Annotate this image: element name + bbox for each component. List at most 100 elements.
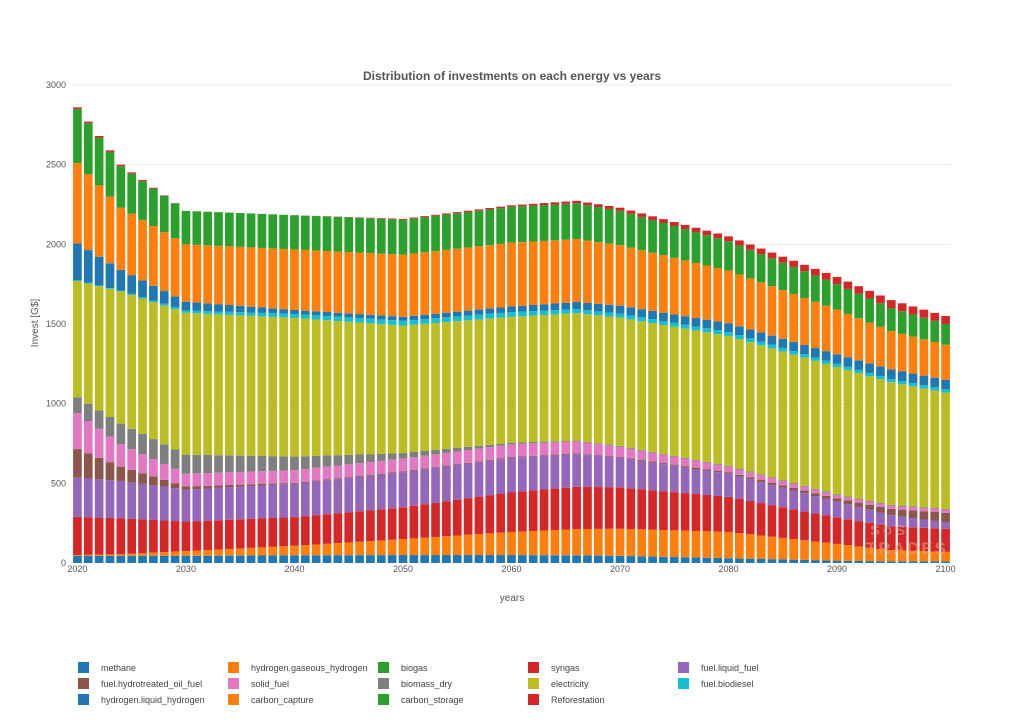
bar-segment-hydrogen-liquid-hydrogen-2086 (789, 341, 798, 352)
bar-segment-hydrogen-gaseous-hydrogen-2097 (908, 336, 918, 374)
bar-segment-hydrogen-gaseous-hydrogen-2058 (485, 245, 495, 309)
bar-segment-fuel-liquid-fuel-2043 (322, 480, 332, 515)
bar-segment-solid-fuel-2055 (452, 451, 462, 465)
legend-swatch (528, 662, 539, 673)
bar-segment-carbon-storage-2085 (778, 262, 788, 291)
bar-segment-methane-2048 (376, 555, 386, 563)
bar-segment-syngas-2049 (387, 508, 397, 540)
legend-item-fuel-hydrotreated-oil-fuel[interactable]: fuel.hydrotreated_oil_fuel (78, 678, 202, 689)
bar-segment-fuel-biodiesel-2079 (713, 330, 723, 335)
legend-label: hydrogen.gaseous_hydrogen (251, 662, 368, 673)
bar-segment-syngas-2080 (724, 496, 733, 532)
bar-segment-hydrogen-gaseous-hydrogen-2037 (257, 247, 267, 308)
bar-segment-hydrogen-gaseous-hydrogen-2027 (149, 226, 158, 286)
chart-title: Distribution of investments on each ener… (363, 69, 661, 83)
bar-segment-fuel-biodiesel-2037 (257, 312, 267, 317)
y-tick-label: 500 (51, 478, 66, 488)
legend-item-biomass-dry[interactable]: biomass_dry (378, 678, 452, 689)
legend-item-fuel-liquid-fuel[interactable]: fuel.liquid_fuel (678, 662, 759, 673)
bar-segment-fuel-biodiesel-2077 (691, 326, 701, 331)
legend-item-carbon-storage[interactable]: carbon_storage (378, 694, 464, 705)
bar-segment-syngas-2042 (311, 515, 321, 545)
bar-segment-hydrogen-gaseous-hydrogen-2092 (854, 318, 864, 361)
bar-segment-fuel-hydrotreated-oil-fuel-2065 (561, 453, 571, 455)
legend-label: methane (101, 662, 137, 673)
legend-item-fuel-biodiesel[interactable]: fuel.biodiesel (678, 678, 754, 689)
bar-segment-fuel-hydrotreated-oil-fuel-2044 (333, 478, 343, 480)
bar-segment-hydrogen-gaseous-hydrogen-2076 (680, 260, 690, 317)
bar-segment-reforestation-2091 (843, 281, 853, 289)
bar-segment-fuel-biodiesel-2093 (865, 372, 874, 377)
legend-label: hydrogen.liquid_hydrogen (101, 694, 205, 705)
bar-segment-methane-2083 (756, 558, 766, 563)
bar-segment-fuel-hydrotreated-oil-fuel-2042 (311, 480, 321, 482)
bar-segment-solid-fuel-2063 (539, 442, 549, 456)
bar-segment-reforestation-2074 (659, 219, 668, 223)
bar-segment-electricity-2045 (344, 321, 354, 455)
bar-segment-carbon-storage-2094 (876, 303, 885, 327)
bar-segment-electricity-2032 (203, 313, 212, 456)
bar-segment-hydrogen-liquid-hydrogen-2076 (680, 316, 690, 325)
bar-segment-carbon-capture-2093 (865, 547, 874, 562)
legend-item-solid-fuel[interactable]: solid_fuel (228, 678, 289, 689)
bar-segment-syngas-2082 (745, 501, 755, 535)
legend-item-reforestation[interactable]: Reforestation (528, 694, 605, 705)
bar-segment-carbon-storage-2077 (691, 232, 701, 263)
legend-label: fuel.hydrotreated_oil_fuel (101, 678, 203, 689)
bar-segment-methane-2077 (691, 557, 701, 563)
legend-label: syngas (551, 662, 580, 673)
bar-segment-carbon-capture-2079 (713, 531, 723, 558)
legend-label: biogas (401, 662, 428, 673)
bar-segment-hydrogen-gaseous-hydrogen-2085 (778, 290, 788, 339)
bar-segment-fuel-liquid-fuel-2020 (73, 477, 82, 517)
bar-segment-electricity-2095 (886, 382, 896, 505)
bar-segment-carbon-capture-2041 (300, 545, 310, 556)
bar-segment-solid-fuel-2021 (83, 420, 93, 454)
legend-item-hydrogen-gaseous-hydrogen[interactable]: hydrogen.gaseous_hydrogen (228, 662, 368, 673)
bar-segment-syngas-2043 (322, 514, 332, 544)
bar-segment-fuel-biodiesel-2092 (854, 369, 864, 374)
bar-segment-fuel-biodiesel-2044 (333, 316, 343, 322)
bar-segment-carbon-capture-2060 (507, 531, 516, 556)
bar-segment-methane-2024 (116, 555, 126, 563)
bar-segment-hydrogen-gaseous-hydrogen-2071 (626, 247, 636, 308)
bar-segment-carbon-storage-2053 (431, 215, 440, 252)
legend-item-hydrogen-liquid-hydrogen[interactable]: hydrogen.liquid_hydrogen (78, 694, 205, 705)
bar-segment-carbon-storage-2069 (604, 208, 614, 244)
bar-segment-biomass-dry-2055 (452, 447, 462, 452)
bar-segment-carbon-storage-2021 (83, 123, 93, 175)
bar-segment-hydrogen-gaseous-hydrogen-2034 (225, 246, 234, 306)
bar-segment-fuel-biodiesel-2084 (767, 344, 777, 349)
bar-segment-fuel-liquid-fuel-2054 (442, 466, 451, 502)
legend-item-biogas[interactable]: biogas (378, 662, 428, 673)
legend-swatch (228, 662, 239, 673)
bar-segment-fuel-liquid-fuel-2050 (398, 472, 408, 508)
bar-segment-methane-2088 (811, 560, 820, 563)
bar-segment-hydrogen-liquid-hydrogen-2047 (366, 314, 375, 319)
bar-segment-fuel-biodiesel-2034 (225, 311, 234, 315)
bar-segment-solid-fuel-2096 (897, 506, 907, 510)
bar-segment-fuel-liquid-fuel-2074 (659, 464, 668, 492)
bar-segment-biomass-dry-2029 (170, 449, 180, 469)
bar-segment-biomass-dry-2090 (832, 494, 842, 496)
bar-segment-carbon-capture-2086 (789, 539, 798, 560)
x-tick-label: 2050 (393, 564, 413, 574)
bar-segment-hydrogen-liquid-hydrogen-2044 (333, 312, 343, 317)
legend-item-electricity[interactable]: electricity (528, 678, 589, 689)
legend-item-methane[interactable]: methane (78, 662, 136, 673)
bar-segment-reforestation-2083 (756, 248, 766, 255)
bar-segment-carbon-capture-2047 (366, 541, 375, 556)
bar-segment-fuel-biodiesel-2031 (192, 310, 202, 314)
bar-segment-biomass-dry-2081 (735, 468, 744, 470)
bar-segment-methane-2051 (409, 555, 419, 563)
legend-item-syngas[interactable]: syngas (528, 662, 580, 673)
bar-segment-fuel-hydrotreated-oil-fuel-2066 (572, 453, 581, 455)
y-axis-label: Invest [G$] (30, 299, 41, 348)
bar-segment-carbon-storage-2097 (908, 314, 918, 337)
bar-segment-fuel-hydrotreated-oil-fuel-2075 (669, 464, 679, 466)
bar-segment-methane-2064 (550, 555, 560, 563)
bar-segment-electricity-2050 (398, 325, 408, 454)
bar-segment-fuel-liquid-fuel-2096 (897, 516, 907, 527)
legend-item-carbon-capture[interactable]: carbon_capture (228, 694, 314, 705)
bar-segment-hydrogen-liquid-hydrogen-2085 (778, 338, 788, 348)
